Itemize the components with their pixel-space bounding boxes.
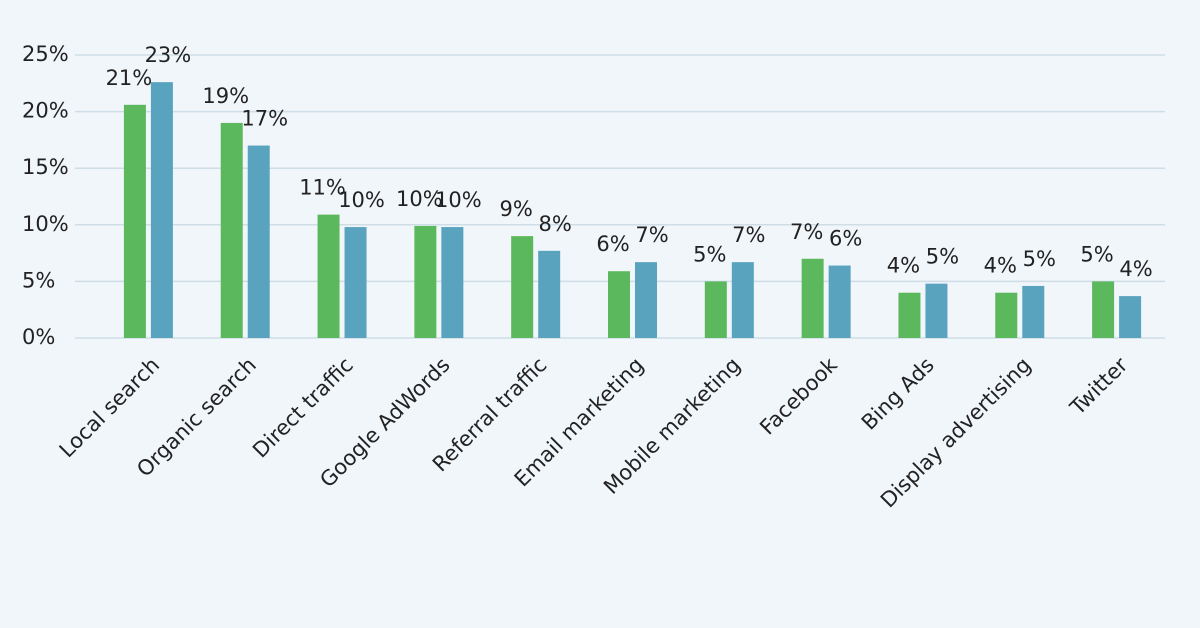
bar bbox=[414, 225, 437, 338]
value-label: 9% bbox=[500, 197, 533, 221]
x-tick-label: Facebook bbox=[755, 352, 842, 439]
bar bbox=[731, 262, 754, 338]
bar bbox=[538, 250, 561, 338]
y-tick-label: 5% bbox=[22, 268, 55, 292]
value-label: 23% bbox=[145, 43, 192, 67]
bar bbox=[608, 271, 630, 338]
bar bbox=[1119, 296, 1142, 338]
bar bbox=[635, 262, 657, 338]
value-label: 8% bbox=[539, 212, 572, 236]
bar bbox=[1022, 285, 1045, 338]
x-tick-label: Direct traffic bbox=[248, 353, 358, 463]
value-label: 4% bbox=[887, 254, 920, 278]
value-label: 7% bbox=[732, 223, 765, 247]
bar bbox=[344, 227, 367, 338]
bar bbox=[441, 227, 464, 338]
bar bbox=[123, 104, 146, 338]
value-label: 6% bbox=[596, 232, 629, 256]
value-label: 19% bbox=[202, 84, 249, 108]
value-label: 5% bbox=[1080, 242, 1113, 266]
y-tick-label: 15% bbox=[22, 155, 69, 179]
bar bbox=[1092, 281, 1115, 338]
bar bbox=[828, 265, 851, 338]
x-tick-label: Twitter bbox=[1065, 353, 1133, 421]
value-label: 7% bbox=[635, 223, 668, 247]
value-label: 10% bbox=[396, 187, 443, 211]
value-label: 4% bbox=[1119, 257, 1152, 281]
y-tick-label: 10% bbox=[22, 212, 69, 236]
value-label: 5% bbox=[1023, 247, 1056, 271]
value-label: 21% bbox=[106, 66, 153, 90]
value-label: 6% bbox=[829, 227, 862, 251]
bar bbox=[317, 214, 340, 338]
x-tick-label: Local search bbox=[55, 353, 165, 463]
value-label: 17% bbox=[241, 107, 288, 131]
y-tick-label: 20% bbox=[22, 99, 69, 123]
value-label: 11% bbox=[299, 176, 346, 200]
bar bbox=[801, 258, 824, 338]
bar bbox=[704, 281, 727, 338]
value-label: 5% bbox=[693, 242, 726, 266]
bar bbox=[995, 292, 1018, 338]
value-label: 5% bbox=[926, 245, 959, 269]
value-label: 7% bbox=[790, 220, 823, 244]
bar bbox=[220, 122, 243, 338]
bar bbox=[925, 283, 948, 338]
bar bbox=[247, 145, 270, 338]
value-label: 10% bbox=[435, 188, 482, 212]
bar bbox=[898, 292, 921, 338]
bar bbox=[150, 82, 173, 338]
y-tick-label: 25% bbox=[22, 42, 69, 66]
value-label: 4% bbox=[984, 254, 1017, 278]
x-tick-label: Bing Ads bbox=[857, 353, 939, 435]
bar bbox=[511, 236, 534, 338]
value-label: 10% bbox=[338, 188, 385, 212]
y-tick-label: 0% bbox=[22, 325, 55, 349]
